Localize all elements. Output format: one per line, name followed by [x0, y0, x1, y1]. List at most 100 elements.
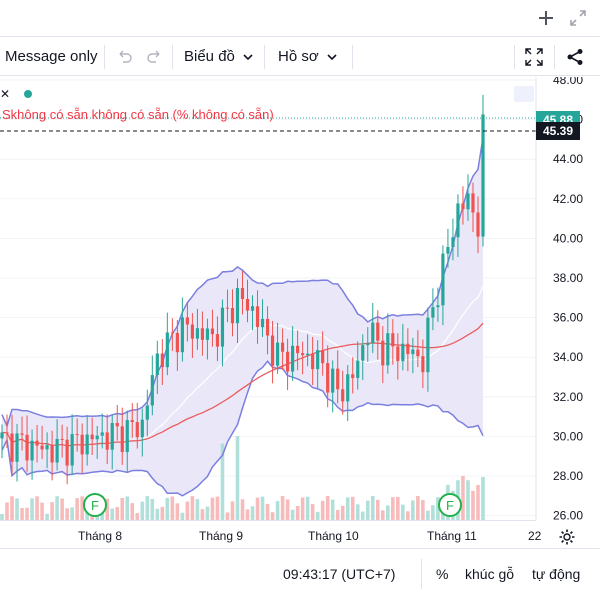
volume-bar — [320, 500, 325, 520]
time-label: Tháng 10 — [308, 529, 359, 543]
candle-body — [326, 363, 330, 393]
volume-bar — [180, 512, 185, 520]
candle-body — [421, 356, 425, 373]
plus-icon[interactable] — [534, 6, 558, 30]
volume-bar — [0, 514, 4, 520]
undo-icon[interactable] — [116, 37, 134, 76]
volume-bar — [481, 477, 485, 520]
chart-menu-button[interactable]: Biểu đồ — [184, 37, 253, 76]
volume-bar — [255, 497, 260, 520]
candle-body — [456, 203, 460, 238]
candle-body — [125, 420, 129, 452]
volume-bar — [401, 504, 405, 520]
event-marker-circle — [83, 493, 107, 517]
gear-icon[interactable] — [558, 528, 576, 546]
volume-bar — [240, 499, 245, 520]
candle-body — [190, 324, 194, 339]
candle-body — [361, 345, 365, 361]
volume-bar — [270, 512, 275, 520]
candle-body — [230, 308, 235, 324]
volume-bar — [190, 496, 195, 520]
volume-bar — [50, 502, 54, 520]
volume-bar — [185, 501, 190, 520]
volume-bar — [350, 496, 355, 520]
candle-body — [70, 434, 74, 466]
legend-toggle-icon[interactable] — [514, 86, 534, 102]
candle-body — [180, 317, 184, 353]
candlestick-chart[interactable]: FF 48.0046.0044.0042.0040.0038.0036.0034… — [0, 77, 600, 520]
candle-body — [65, 439, 69, 466]
bottom-divider — [421, 559, 422, 589]
candle-body — [150, 375, 154, 406]
candle-body — [110, 422, 114, 450]
candle-body — [426, 317, 430, 373]
volume-bar — [150, 498, 155, 520]
candle-body — [215, 334, 220, 347]
candle-body — [476, 212, 480, 237]
volume-bar — [70, 507, 74, 520]
redo-icon[interactable] — [145, 37, 163, 76]
candle-body — [75, 434, 79, 436]
candle-body — [296, 345, 300, 354]
candle-body — [235, 288, 240, 324]
candle-body — [10, 433, 14, 462]
volume-bar — [75, 498, 79, 520]
candle-body — [245, 298, 250, 311]
candle-body — [90, 434, 94, 440]
share-icon[interactable] — [566, 37, 584, 76]
candle-body — [95, 435, 99, 440]
log-scale-button[interactable]: khúc gỗ — [465, 566, 515, 582]
message-only-label: Message only — [5, 48, 98, 65]
volume-bar — [431, 505, 435, 520]
status-dot-icon — [24, 90, 33, 98]
candle-body — [451, 237, 455, 248]
message-only-button[interactable]: Message only — [5, 37, 98, 76]
candle-body — [386, 333, 390, 366]
volume-bar — [260, 496, 265, 520]
auto-scale-button[interactable]: tự động — [532, 566, 581, 582]
time-axis[interactable]: Tháng 8 Tháng 9 Tháng 10 Tháng 11 22 — [0, 520, 541, 548]
volume-bar — [160, 506, 165, 520]
volume-bar — [245, 509, 250, 520]
candle-body — [5, 432, 9, 434]
candle-body — [431, 307, 435, 318]
volume-bar — [20, 507, 24, 520]
candle-body — [200, 328, 205, 340]
toolbar-divider — [554, 45, 555, 69]
price-tick-label: 34.00 — [553, 350, 583, 364]
candle-body — [311, 353, 315, 370]
bottom-bar: 09:43:17 (UTC+7) % khúc gỗ tự động — [0, 548, 600, 600]
price-tick-label: 38.00 — [553, 271, 583, 285]
candle-body — [351, 374, 355, 378]
bollinger-lower-line — [1, 360, 484, 497]
volume-bar — [170, 496, 175, 520]
candle-body — [275, 342, 280, 366]
close-icon[interactable]: ✕ — [0, 87, 11, 101]
volume-bar — [30, 498, 34, 520]
volume-bar — [411, 500, 415, 520]
volume-bar — [310, 504, 315, 520]
candle-body — [40, 445, 44, 450]
expand-icon[interactable] — [566, 6, 590, 30]
candle-body — [240, 288, 245, 299]
volume-bar — [391, 497, 395, 520]
candle-body — [401, 343, 405, 362]
volume-bar — [375, 499, 380, 520]
candle-body — [436, 305, 440, 308]
candle-body — [321, 350, 325, 364]
volume-bar — [325, 496, 330, 520]
clock-label[interactable]: 09:43:17 (UTC+7) — [283, 566, 396, 582]
price-tick-label: 42.00 — [553, 192, 583, 206]
volume-bar — [225, 512, 230, 520]
volume-bar — [10, 496, 14, 520]
price-tick-label: 26.00 — [553, 509, 583, 520]
candle-body — [20, 433, 24, 435]
profile-menu-button[interactable]: Hồ sơ — [278, 37, 337, 76]
fullscreen-icon[interactable] — [524, 37, 544, 76]
candle-body — [100, 432, 104, 436]
candle-body — [25, 434, 29, 461]
legend-row: ✕ — [0, 84, 33, 104]
percent-scale-button[interactable]: % — [436, 566, 449, 582]
volume-bar — [305, 496, 310, 520]
volume-bar — [65, 508, 69, 520]
